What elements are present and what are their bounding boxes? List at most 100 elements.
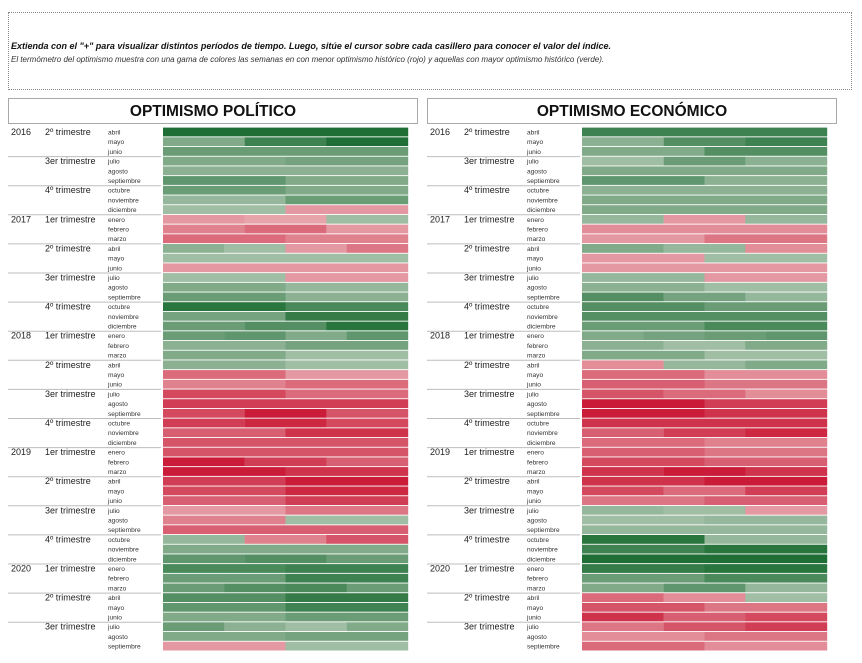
week-cell[interactable]	[582, 205, 828, 214]
week-cell[interactable]	[704, 564, 828, 573]
week-cell[interactable]	[704, 234, 828, 244]
week-cell[interactable]	[285, 641, 409, 651]
quarter-label[interactable]: 1er trimestre	[45, 564, 96, 574]
week-cell[interactable]	[244, 214, 327, 224]
quarter-label[interactable]: 3er trimestre	[45, 156, 96, 166]
week-cell[interactable]	[244, 535, 327, 544]
week-cell[interactable]	[745, 622, 828, 632]
week-cell[interactable]	[285, 341, 409, 350]
week-cell[interactable]	[244, 321, 327, 331]
week-cell[interactable]	[643, 331, 705, 341]
week-cell[interactable]	[745, 244, 828, 253]
week-cell[interactable]	[346, 622, 409, 632]
quarter-label[interactable]: 4º trimestre	[45, 418, 91, 428]
week-cell[interactable]	[582, 418, 828, 428]
week-cell[interactable]	[745, 486, 828, 496]
week-cell[interactable]	[163, 622, 225, 632]
week-cell[interactable]	[704, 176, 828, 185]
week-cell[interactable]	[663, 583, 746, 593]
week-cell[interactable]	[163, 205, 286, 214]
week-cell[interactable]	[582, 302, 705, 311]
week-cell[interactable]	[745, 612, 828, 622]
week-cell[interactable]	[244, 408, 327, 418]
week-cell[interactable]	[244, 418, 327, 428]
week-cell[interactable]	[704, 535, 828, 544]
week-cell[interactable]	[163, 486, 286, 496]
week-cell[interactable]	[582, 370, 705, 379]
week-cell[interactable]	[163, 476, 286, 486]
week-cell[interactable]	[582, 525, 828, 535]
week-cell[interactable]	[326, 224, 409, 234]
week-cell[interactable]	[704, 273, 828, 282]
week-cell[interactable]	[285, 176, 409, 185]
week-cell[interactable]	[326, 408, 409, 418]
week-cell[interactable]	[163, 632, 286, 641]
week-cell[interactable]	[346, 331, 409, 341]
week-cell[interactable]	[663, 292, 746, 302]
week-cell[interactable]	[745, 428, 828, 438]
week-cell[interactable]	[745, 467, 828, 476]
week-cell[interactable]	[285, 544, 409, 554]
week-cell[interactable]	[163, 156, 286, 166]
week-cell[interactable]	[285, 486, 409, 496]
week-cell[interactable]	[582, 147, 705, 156]
quarter-label[interactable]: 1er trimestre	[464, 447, 515, 457]
week-cell[interactable]	[582, 399, 705, 408]
week-cell[interactable]	[582, 632, 705, 641]
week-cell[interactable]	[582, 544, 705, 554]
week-cell[interactable]	[285, 234, 409, 244]
week-cell[interactable]	[582, 467, 664, 476]
week-cell[interactable]	[285, 292, 409, 302]
week-cell[interactable]	[163, 379, 286, 389]
quarter-label[interactable]: 2º trimestre	[45, 593, 91, 603]
week-cell[interactable]	[582, 176, 705, 185]
week-cell[interactable]	[582, 583, 664, 593]
week-cell[interactable]	[582, 476, 705, 486]
week-cell[interactable]	[663, 156, 746, 166]
week-cell[interactable]	[163, 234, 286, 244]
week-cell[interactable]	[163, 311, 286, 321]
week-cell[interactable]	[663, 593, 746, 602]
quarter-label[interactable]: 2º trimestre	[464, 127, 510, 137]
week-cell[interactable]	[582, 360, 664, 370]
week-cell[interactable]	[163, 544, 286, 554]
week-cell[interactable]	[163, 273, 286, 282]
quarter-label[interactable]: 4º trimestre	[464, 534, 510, 544]
week-cell[interactable]	[704, 253, 828, 263]
week-cell[interactable]	[704, 399, 828, 408]
week-cell[interactable]	[745, 389, 828, 399]
week-cell[interactable]	[224, 583, 286, 593]
week-cell[interactable]	[346, 244, 409, 253]
quarter-label[interactable]: 2º trimestre	[45, 127, 91, 137]
week-cell[interactable]	[582, 253, 705, 263]
week-cell[interactable]	[745, 360, 828, 370]
week-cell[interactable]	[244, 224, 327, 234]
week-cell[interactable]	[704, 370, 828, 379]
week-cell[interactable]	[704, 641, 828, 651]
week-cell[interactable]	[285, 467, 409, 476]
week-cell[interactable]	[704, 544, 828, 554]
quarter-label[interactable]: 2º trimestre	[464, 476, 510, 486]
week-cell[interactable]	[663, 137, 746, 147]
week-cell[interactable]	[163, 535, 245, 544]
week-cell[interactable]	[163, 127, 409, 137]
week-cell[interactable]	[285, 428, 409, 438]
week-cell[interactable]	[326, 418, 409, 428]
week-cell[interactable]	[163, 389, 286, 399]
quarter-label[interactable]: 2º trimestre	[464, 243, 510, 253]
week-cell[interactable]	[163, 253, 409, 263]
week-cell[interactable]	[704, 496, 828, 505]
week-cell[interactable]	[582, 195, 828, 205]
week-cell[interactable]	[285, 389, 409, 399]
quarter-label[interactable]: 3er trimestre	[45, 389, 96, 399]
week-cell[interactable]	[285, 282, 409, 292]
quarter-label[interactable]: 4º trimestre	[464, 302, 510, 312]
week-cell[interactable]	[326, 321, 409, 331]
week-cell[interactable]	[326, 535, 409, 544]
week-cell[interactable]	[285, 583, 347, 593]
week-cell[interactable]	[163, 341, 286, 350]
week-cell[interactable]	[163, 214, 245, 224]
week-cell[interactable]	[582, 214, 664, 224]
week-cell[interactable]	[163, 282, 286, 292]
quarter-label[interactable]: 4º trimestre	[464, 418, 510, 428]
